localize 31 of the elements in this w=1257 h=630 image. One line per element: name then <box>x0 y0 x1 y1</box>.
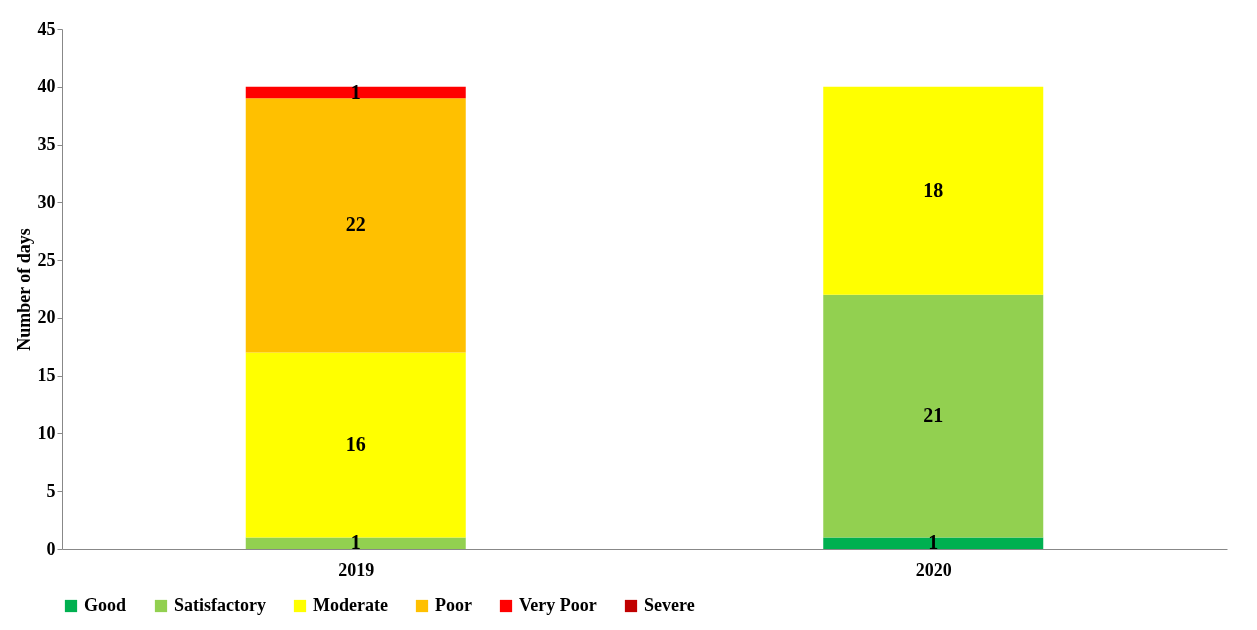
data-label: 18 <box>923 178 944 201</box>
data-label: 16 <box>345 433 366 455</box>
data-label: 1 <box>928 531 939 554</box>
legend-label: Very Poor <box>519 595 597 615</box>
y-tick-label: 35 <box>37 134 56 155</box>
legend-label: Satisfactory <box>174 595 266 615</box>
bar <box>245 86 466 99</box>
y-tick-label: 20 <box>37 307 56 328</box>
y-tick-label: 5 <box>46 480 56 501</box>
y-tick-label: 15 <box>37 365 56 386</box>
y-tick-label: 40 <box>37 76 56 97</box>
bar <box>823 86 1044 295</box>
legend-label: Severe <box>644 595 695 615</box>
x-tick-label: 2020 <box>915 559 952 580</box>
data-label: 1 <box>350 80 361 103</box>
bar <box>823 537 1044 549</box>
y-tick-label: 25 <box>37 249 56 270</box>
legend-label: Good <box>84 595 127 615</box>
y-tick-label: 45 <box>37 18 56 39</box>
x-tick-label: 2019 <box>338 559 375 580</box>
y-axis-title: Number of days <box>13 228 34 351</box>
legend-label: Moderate <box>313 595 388 615</box>
y-tick-label: 10 <box>37 422 56 443</box>
legend-label: Poor <box>435 595 472 615</box>
y-tick-label: 0 <box>46 538 56 559</box>
bar <box>245 537 466 549</box>
bar <box>245 98 466 353</box>
data-label: 22 <box>345 213 366 236</box>
data-label: 1 <box>350 531 361 554</box>
y-tick-label: 30 <box>37 191 56 212</box>
data-label: 21 <box>923 404 944 427</box>
